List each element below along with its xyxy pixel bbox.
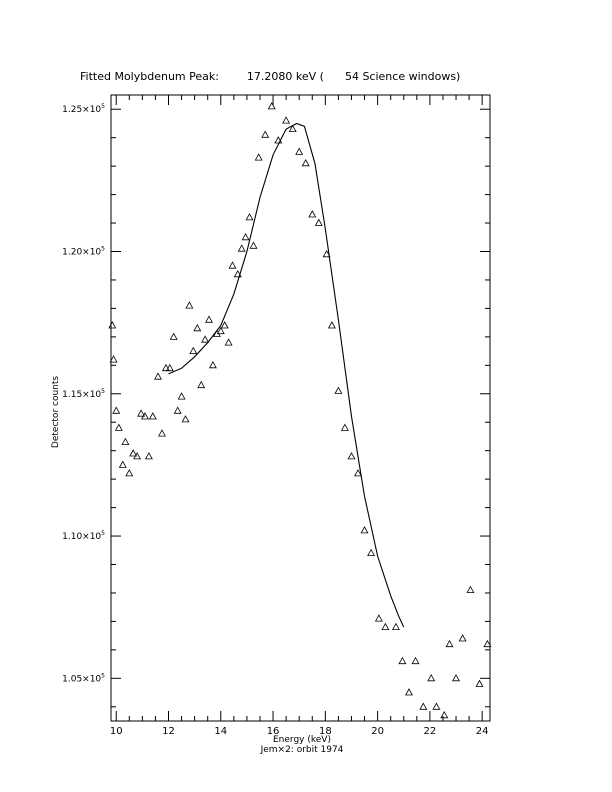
data-point [233,269,242,278]
data-point [274,136,283,144]
data-point [374,614,383,622]
x-tick-label: 10 [110,726,123,737]
data-point [452,673,460,682]
data-point [112,406,121,414]
x-tick-label: 22 [424,726,437,737]
x-tick-label: 20 [371,726,384,737]
data-point [161,363,170,372]
data-point [165,363,174,372]
axis-ticks: 10 12 14 16 18 20 22 24 1.05×105 1.10×105 1.15×105… [62,95,490,737]
x-tick-label: 14 [214,726,227,737]
data-point [197,380,206,389]
data-point [419,702,428,710]
data-point [118,460,127,468]
y-tick-label: 1.10×105 [62,530,105,542]
data-point [483,639,492,648]
data-point [432,702,441,710]
data-point [129,449,138,457]
data-point [220,321,229,329]
data-point [314,218,323,226]
data-point [181,415,190,423]
data-point [154,372,162,380]
data-point [125,469,134,477]
data-point [216,326,225,335]
data-point [173,406,182,414]
y-tick-label: 1.15×105 [62,388,105,400]
x-tick-label: 24 [476,726,489,737]
data-point [360,526,369,534]
data-point [347,452,356,460]
data-point [189,346,198,355]
data-point [340,423,349,431]
data-point [445,639,454,648]
x-axis-label: Energy (keV) [273,735,331,745]
data-point [109,355,118,363]
data-point [208,360,217,369]
data-point [458,634,467,642]
data-point [322,249,331,258]
x-tick-label: 18 [319,726,332,737]
fit-curve [168,122,405,628]
y-tick-label: 1.25×105 [62,103,105,115]
data-point [141,412,149,420]
data-point [466,585,475,593]
chart-subtitle: Jem×2: orbit 1974 [260,745,344,755]
data-point [475,679,484,687]
data-point [334,386,343,394]
data-point [427,673,436,682]
data-point [282,116,291,124]
data-point [301,158,310,167]
data-point [177,392,186,400]
data-point [367,548,376,556]
data-point [254,153,263,161]
data-point [288,124,297,133]
data-point [158,429,166,437]
data-point [245,213,254,221]
data-point [224,338,233,346]
data-point [205,315,213,323]
y-tick-label: 1.20×105 [62,246,105,258]
data-point [308,210,317,218]
data-point [440,710,449,719]
data-point [398,656,407,665]
data-point [108,321,117,329]
x-tick-label: 12 [162,726,175,737]
data-point [411,656,420,665]
data-point [114,423,123,431]
data-point [133,452,142,460]
data-point [137,409,146,417]
data-point [354,469,362,477]
x-tick-label: 16 [267,726,280,737]
data-point [228,261,237,269]
data-point [261,130,270,138]
data-point [201,335,210,343]
y-tick-label: 1.05×105 [62,672,105,684]
data-point [144,452,153,460]
chart-title: Fitted Molybdenum Peak: 17.2080 keV ( 54… [80,70,460,83]
data-point [267,102,276,110]
data-marks [108,102,492,719]
data-point [148,412,157,420]
data-point [327,321,336,329]
data-point [121,437,130,446]
plot-frame [110,94,491,722]
data-point [169,332,178,340]
data-point [185,301,194,309]
data-point [193,323,202,332]
y-axis-label: Detector counts [51,376,61,448]
data-point [381,622,390,630]
data-point [237,244,246,252]
data-point [391,622,400,630]
data-point [405,688,413,696]
data-point [295,147,304,155]
data-point [241,232,250,241]
data-point [249,241,258,249]
